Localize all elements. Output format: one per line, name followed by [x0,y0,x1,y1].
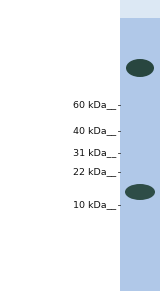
Text: 60 kDa__: 60 kDa__ [73,100,116,109]
Text: 10 kDa__: 10 kDa__ [73,200,116,210]
Text: 31 kDa__: 31 kDa__ [73,148,116,157]
Text: 22 kDa__: 22 kDa__ [73,168,116,177]
Bar [120,18,160,291]
Ellipse shape [126,59,154,77]
Ellipse shape [125,184,155,200]
Bar [0,0,120,291]
Text: 40 kDa__: 40 kDa__ [73,127,116,136]
